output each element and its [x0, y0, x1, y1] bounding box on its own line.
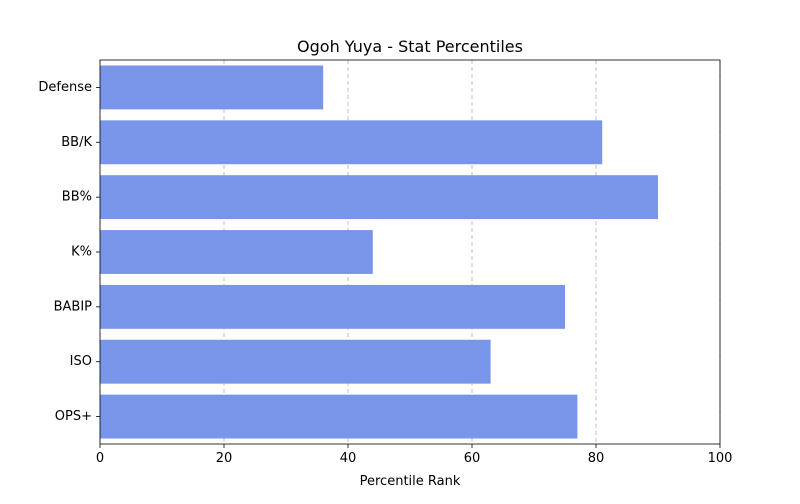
- x-tick-label-2: 40: [340, 451, 357, 466]
- y-tick-label-1: BB/K: [61, 135, 92, 150]
- y-tick-label-4: BABIP: [54, 299, 93, 314]
- bar-ISO: [100, 339, 491, 384]
- y-tick-label-2: BB%: [62, 190, 92, 205]
- x-axis-label: Percentile Rank: [360, 474, 461, 489]
- bar-BB/K: [100, 120, 603, 165]
- bar-K%: [100, 230, 373, 274]
- x-tick-label-3: 60: [464, 451, 481, 466]
- bar-Defense: [100, 65, 324, 110]
- x-tick-label-4: 80: [588, 451, 605, 466]
- bar-BB%: [100, 175, 658, 220]
- bar-OPS+: [100, 394, 578, 439]
- axis-layer: Defense BB/K BB% K% BABIP ISO OPS+ 0 20 40 60 80 100: [38, 59, 733, 466]
- x-tick-label-0: 0: [96, 451, 104, 466]
- y-tick-label-3: K%: [71, 245, 92, 260]
- plot-frame: [99, 59, 721, 445]
- y-tick-label-0: Defense: [38, 80, 92, 95]
- y-tick-label-6: OPS+: [55, 409, 92, 424]
- bar-BABIP: [100, 284, 565, 329]
- x-tick-label-1: 20: [216, 451, 233, 466]
- bar-layer: [100, 65, 658, 439]
- y-tick-label-5: ISO: [70, 354, 92, 369]
- chart-title: Ogoh Yuya - Stat Percentiles: [297, 37, 523, 56]
- x-tick-label-5: 100: [708, 451, 733, 466]
